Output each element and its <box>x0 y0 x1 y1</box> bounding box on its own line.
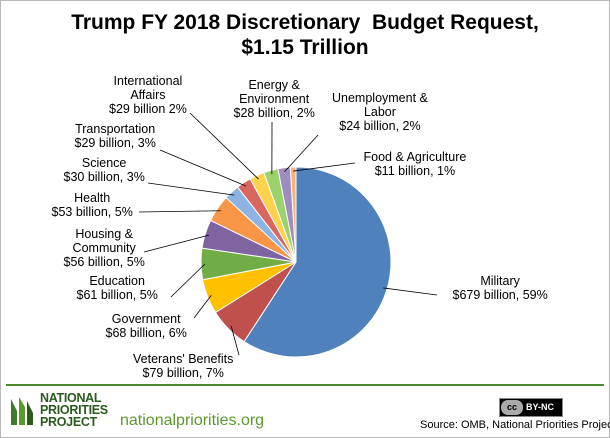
leader-line <box>159 149 247 187</box>
pie-slice-military <box>243 166 392 358</box>
slice-label-line: $61 billion, 5% <box>76 288 158 302</box>
leader-line <box>293 162 356 172</box>
leader-line <box>138 210 221 213</box>
slice-label: Health $53 billion, 5% <box>52 191 133 219</box>
leader-line <box>189 112 259 180</box>
source-note: Source: OMB, National Priorities Project <box>420 419 610 431</box>
license-text: BY-NC <box>526 402 555 412</box>
slice-label: Veterans' Benefits $79 billion, 7% <box>133 352 233 380</box>
slice-label-line: Food & Agriculture <box>363 150 467 164</box>
logo-line-3: PROJECT <box>40 415 97 429</box>
slice-label-line: Education <box>89 274 145 288</box>
slice-label-line: Energy & <box>248 78 300 92</box>
slice-label-line: Community <box>72 241 136 255</box>
slice-label: Unemployment & Labor $24 billion, 2% <box>332 91 428 133</box>
slice-label-line: $29 billion 2% <box>109 102 187 116</box>
chart-title-line-1: Trump FY 2018 Discretionary Budget Reque… <box>71 11 539 34</box>
slice-label-line: $11 billion, 1% <box>374 164 456 178</box>
slice-label-line: $79 billion, 7% <box>142 366 224 380</box>
slice-label-line: Unemployment & <box>332 91 428 105</box>
npp-logo-text: NATIONAL PRIORITIES PROJECT <box>40 391 108 429</box>
slice-label-line: Veterans' Benefits <box>133 352 234 366</box>
slice-label-line: Military <box>480 274 520 288</box>
leader-line <box>147 182 235 196</box>
slice-label: Energy & Environment $28 billion, 2% <box>234 78 315 120</box>
chart-title-line-2: $1.15 Trillion <box>241 36 369 59</box>
slice-label-line: Environment <box>239 92 310 106</box>
slice-label: Housing & Community $56 billion, 5% <box>64 227 145 269</box>
leader-line <box>284 134 319 172</box>
chart-title: Trump FY 2018 Discretionary Budget Reque… <box>0 10 610 60</box>
leader-line <box>230 325 240 356</box>
slice-label-line: Science <box>81 156 127 170</box>
slice-label-line: Transportation <box>75 122 156 136</box>
logo-line-2: PRIORITIES <box>40 403 108 417</box>
slice-label-line: Government <box>111 312 181 326</box>
slice-label-line: Housing & <box>75 227 133 241</box>
npp-logo-icon <box>11 397 33 425</box>
slice-label-line: $29 billion, 3% <box>74 136 156 150</box>
slice-label-line: Labor <box>363 105 396 119</box>
slice-label: Education $61 billion, 5% <box>77 274 158 302</box>
slice-label-line: Health <box>74 191 111 205</box>
slice-label-line: $68 billion, 6% <box>105 326 187 340</box>
slice-label: Science $30 billion, 3% <box>64 156 145 184</box>
website-link[interactable]: nationalpriorities.org <box>120 412 265 429</box>
slice-label-line: Affairs <box>130 88 166 102</box>
logo-line-1: NATIONAL <box>40 391 102 405</box>
license-badge[interactable]: cc BY-NC <box>499 398 563 417</box>
slice-label-line: $30 billion, 3% <box>63 170 145 184</box>
leader-line <box>170 263 206 298</box>
footer-divider <box>6 384 604 386</box>
slice-label: Military $679 billion, 59% <box>453 274 548 302</box>
slice-label-line: International <box>113 74 183 88</box>
slice-label-line: $24 billion, 2% <box>339 119 421 133</box>
cc-icon: cc <box>501 400 523 415</box>
slice-label-line: $53 billion, 5% <box>51 205 133 219</box>
leader-line <box>143 234 210 253</box>
slice-label: International Affairs $29 billion 2% <box>109 74 187 116</box>
slice-label: Transportation $29 billion, 3% <box>75 122 156 150</box>
slice-label-line: $679 billion, 59% <box>452 288 548 302</box>
leader-line <box>383 287 438 296</box>
slice-label-line: $56 billion, 5% <box>63 255 145 269</box>
pie-slice-food-agriculture <box>289 166 297 263</box>
leader-line <box>193 294 212 319</box>
slice-label-line: $28 billion, 2% <box>233 106 315 120</box>
slice-label: Government $68 billion, 6% <box>106 312 187 340</box>
slice-label: Food & Agriculture $11 billion, 1% <box>364 150 467 178</box>
